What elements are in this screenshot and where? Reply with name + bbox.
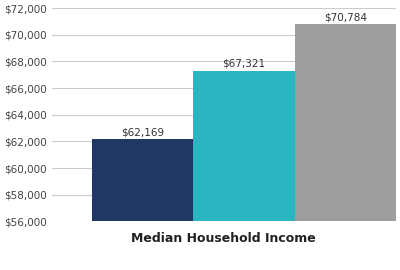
Text: $67,321: $67,321 [222,59,266,69]
Text: $62,169: $62,169 [121,127,164,137]
Bar [92,139,194,270]
Bar [194,70,295,270]
Bar [295,24,396,270]
Text: $70,784: $70,784 [324,12,367,22]
X-axis label: Median Household Income: Median Household Income [132,232,316,245]
